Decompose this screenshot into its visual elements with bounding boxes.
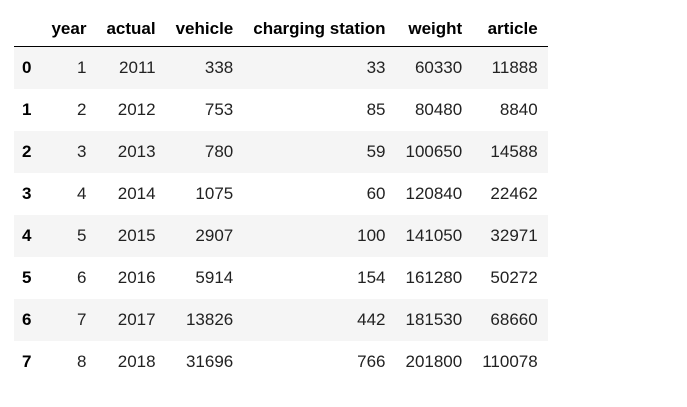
cell-charging-station: 442 <box>357 310 386 329</box>
cell-weight: 60330 <box>414 58 463 77</box>
cell-actual: 2013 <box>117 142 156 161</box>
cell-weight: 181530 <box>405 310 463 329</box>
cell-vehicle: 338 <box>204 58 234 77</box>
cell-actual: 2011 <box>119 58 156 77</box>
table-row: 6 7 2017 13826 442 181530 68660 <box>14 299 548 341</box>
cell-year: 7 <box>76 310 87 329</box>
cell-vehicle: 5914 <box>195 268 234 287</box>
cell-article: 50272 <box>490 268 538 287</box>
table-row: 0 1 2011 338 33 60330 11888 <box>14 46 548 89</box>
cell-weight: 141050 <box>405 226 463 245</box>
cell-charging-station: 60 <box>366 184 386 203</box>
cell-year: 1 <box>76 58 87 77</box>
cell-year: 3 <box>76 142 87 161</box>
cell-year: 6 <box>76 268 87 287</box>
cell-weight: 80480 <box>414 100 463 119</box>
table-body: 0 1 2011 338 33 60330 11888 1 2 2012 753 85 80480 884… <box>14 46 548 383</box>
row-index: 2 <box>22 142 32 161</box>
cell-year: 8 <box>76 352 87 371</box>
cell-vehicle: 1075 <box>195 184 234 203</box>
column-header-year: year <box>41 12 97 47</box>
row-index: 6 <box>22 310 32 329</box>
cell-charging-station: 59 <box>366 142 386 161</box>
cell-weight: 201800 <box>405 352 463 371</box>
cell-article: 11888 <box>491 58 538 77</box>
table-row: 1 2 2012 753 85 80480 8840 <box>14 89 548 131</box>
cell-article: 22462 <box>490 184 538 203</box>
cell-vehicle: 753 <box>204 100 234 119</box>
index-header <box>14 12 42 47</box>
cell-article: 32971 <box>490 226 538 245</box>
cell-charging-station: 85 <box>366 100 386 119</box>
column-header-charging-station: charging station <box>243 12 396 47</box>
row-index: 3 <box>22 184 32 203</box>
cell-vehicle: 780 <box>204 142 234 161</box>
column-header-vehicle: vehicle <box>165 12 244 47</box>
row-index: 7 <box>22 352 32 371</box>
table-header: year actual vehicle charging station wei… <box>14 12 548 47</box>
cell-charging-station: 100 <box>357 226 386 245</box>
row-index: 0 <box>22 58 32 77</box>
cell-charging-station: 33 <box>366 58 386 77</box>
cell-actual: 2012 <box>117 100 156 119</box>
table-row: 5 6 2016 5914 154 161280 50272 <box>14 257 548 299</box>
cell-charging-station: 154 <box>357 268 386 287</box>
cell-article: 8840 <box>499 100 538 119</box>
cell-article: 68660 <box>490 310 538 329</box>
cell-year: 4 <box>76 184 87 203</box>
cell-actual: 2017 <box>117 310 156 329</box>
table-row: 4 5 2015 2907 100 141050 32971 <box>14 215 548 257</box>
cell-year: 5 <box>76 226 87 245</box>
cell-actual: 2016 <box>117 268 156 287</box>
cell-vehicle: 13826 <box>185 310 234 329</box>
cell-vehicle: 31696 <box>185 352 234 371</box>
table-row: 2 3 2013 780 59 100650 14588 <box>14 131 548 173</box>
dataframe-table: year actual vehicle charging station wei… <box>14 12 548 383</box>
table-row: 7 8 2018 31696 766 201800 110078 <box>14 341 548 383</box>
cell-weight: 120840 <box>405 184 463 203</box>
cell-article: 110078 <box>482 352 538 371</box>
cell-actual: 2014 <box>117 184 156 203</box>
row-index: 4 <box>22 226 32 245</box>
row-index: 5 <box>22 268 32 287</box>
cell-year: 2 <box>76 100 87 119</box>
column-header-weight: weight <box>395 12 473 47</box>
row-index: 1 <box>22 100 32 119</box>
cell-article: 14588 <box>490 142 538 161</box>
cell-actual: 2015 <box>117 226 156 245</box>
cell-vehicle: 2907 <box>195 226 234 245</box>
cell-charging-station: 766 <box>357 352 386 371</box>
cell-actual: 2018 <box>117 352 156 371</box>
cell-weight: 100650 <box>405 142 463 161</box>
cell-weight: 161280 <box>405 268 463 287</box>
table-row: 3 4 2014 1075 60 120840 22462 <box>14 173 548 215</box>
column-header-actual: actual <box>96 12 166 47</box>
header-row: year actual vehicle charging station wei… <box>14 12 548 47</box>
column-header-article: article <box>472 12 548 47</box>
